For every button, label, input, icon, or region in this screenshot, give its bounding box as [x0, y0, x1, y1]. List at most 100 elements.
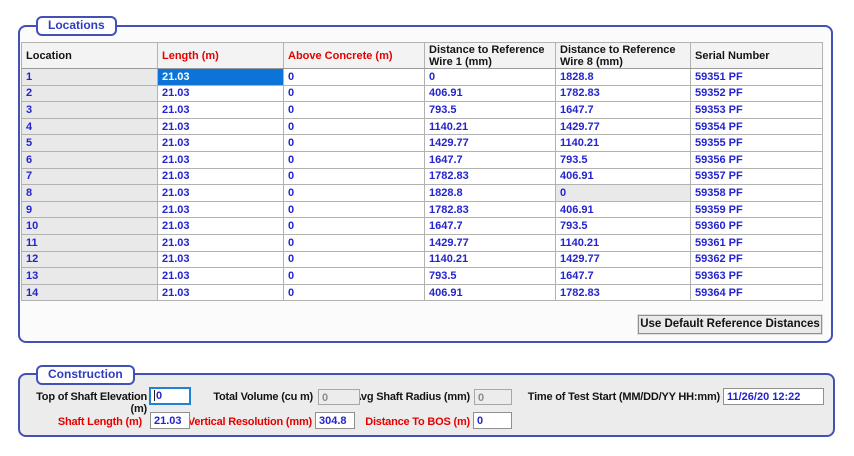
row-label-cell[interactable]: 10	[21, 217, 158, 235]
table-cell[interactable]: 1647.7	[424, 217, 556, 235]
table-cell[interactable]: 406.91	[555, 167, 691, 186]
row-label-cell[interactable]: 2	[21, 84, 158, 103]
table-cell[interactable]: 0	[283, 150, 425, 169]
table-cell[interactable]: 59362 PF	[690, 250, 823, 269]
top-of-shaft-elevation-input[interactable]: 0	[149, 387, 191, 405]
table-cell[interactable]: 1782.83	[555, 84, 691, 103]
use-default-reference-distances-button[interactable]: Use Default Reference Distances	[637, 314, 823, 335]
table-cell[interactable]: 59358 PF	[690, 184, 823, 202]
row-label-cell[interactable]: 6	[21, 150, 158, 169]
table-cell[interactable]: 59359 PF	[690, 200, 823, 219]
table-cell[interactable]: 793.5	[555, 150, 691, 169]
table-cell[interactable]: 21.03	[157, 200, 284, 219]
top-of-shaft-elevation-label: Top of Shaft Elevation (m)	[36, 391, 147, 415]
table-cell[interactable]: 1647.7	[555, 101, 691, 119]
table-cell[interactable]: 1828.8	[555, 68, 691, 86]
table-cell[interactable]: 0	[283, 134, 425, 152]
table-row: 6 21.03 0 1647.7 793.5 59356 PF	[21, 150, 823, 169]
table-cell[interactable]: 0	[283, 184, 425, 202]
table-cell[interactable]: 59355 PF	[690, 134, 823, 152]
table-cell[interactable]: 59351 PF	[690, 68, 823, 86]
row-label-cell[interactable]: 5	[21, 134, 158, 152]
table-cell[interactable]: 1140.21	[424, 250, 556, 269]
row-label-cell[interactable]: 12	[21, 250, 158, 269]
table-cell[interactable]: 21.03	[157, 267, 284, 285]
table-cell[interactable]: 59354 PF	[690, 117, 823, 136]
construction-group-title: Construction	[36, 365, 135, 385]
table-cell[interactable]: 1782.83	[424, 200, 556, 219]
table-cell[interactable]: 1140.21	[424, 117, 556, 136]
table-cell[interactable]: 59360 PF	[690, 217, 823, 235]
table-cell[interactable]: 1140.21	[555, 134, 691, 152]
table-cell[interactable]: 21.03	[157, 101, 284, 119]
table-cell[interactable]: 59352 PF	[690, 84, 823, 103]
distance-to-bos-label: Distance To BOS (m)	[365, 416, 470, 428]
table-cell[interactable]: 1782.83	[555, 283, 691, 302]
table-cell[interactable]: 0	[283, 167, 425, 186]
table-cell[interactable]: 59353 PF	[690, 101, 823, 119]
table-cell[interactable]: 21.03	[157, 84, 284, 103]
table-cell[interactable]: 59363 PF	[690, 267, 823, 285]
table-cell[interactable]: 1429.77	[555, 117, 691, 136]
table-cell[interactable]: 0	[283, 84, 425, 103]
table-cell[interactable]: 21.03	[157, 117, 284, 136]
vertical-resolution-label: Vertical Resolution (mm)	[187, 416, 312, 428]
table-cell[interactable]: 21.03	[157, 68, 284, 86]
table-cell[interactable]: 21.03	[157, 217, 284, 235]
row-label-cell[interactable]: 4	[21, 117, 158, 136]
row-label-cell[interactable]: 14	[21, 283, 158, 302]
table-cell[interactable]: 59364 PF	[690, 283, 823, 302]
table-cell[interactable]: 0	[424, 68, 556, 86]
table-cell[interactable]: 406.91	[424, 283, 556, 302]
table-cell[interactable]: 1429.77	[424, 233, 556, 252]
table-cell[interactable]: 1782.83	[424, 167, 556, 186]
table-cell[interactable]: 21.03	[157, 233, 284, 252]
table-cell[interactable]: 21.03	[157, 283, 284, 302]
table-cell[interactable]: 0	[283, 101, 425, 119]
table-cell[interactable]: 793.5	[555, 217, 691, 235]
table-cell[interactable]: 21.03	[157, 250, 284, 269]
table-cell[interactable]: 0	[283, 117, 425, 136]
table-cell[interactable]: 406.91	[555, 200, 691, 219]
table-cell[interactable]: 1429.77	[555, 250, 691, 269]
table-cell[interactable]: 0	[283, 233, 425, 252]
table-row: 3 21.03 0 793.5 1647.7 59353 PF	[21, 101, 823, 119]
row-label-cell[interactable]: 7	[21, 167, 158, 186]
table-cell[interactable]: 1647.7	[555, 267, 691, 285]
row-label-cell[interactable]: 13	[21, 267, 158, 285]
row-label-cell[interactable]: 9	[21, 200, 158, 219]
table-cell[interactable]: 406.91	[424, 84, 556, 103]
table-cell[interactable]: 1429.77	[424, 134, 556, 152]
table-cell[interactable]: 59357 PF	[690, 167, 823, 186]
table-cell[interactable]: 0	[283, 217, 425, 235]
table-cell[interactable]: 59356 PF	[690, 150, 823, 169]
row-label-cell[interactable]: 3	[21, 101, 158, 119]
table-cell[interactable]: 793.5	[424, 101, 556, 119]
table-cell[interactable]: 1828.8	[424, 184, 556, 202]
avg-shaft-radius-input: 0	[474, 389, 512, 405]
time-of-test-start-label: Time of Test Start (MM/DD/YY HH:mm)	[527, 391, 720, 403]
row-label-cell[interactable]: 8	[21, 184, 158, 202]
table-cell[interactable]: 1647.7	[424, 150, 556, 169]
row-label-cell[interactable]: 11	[21, 233, 158, 252]
vertical-resolution-input[interactable]: 304.8	[315, 412, 355, 429]
row-label-cell[interactable]: 1	[21, 68, 158, 86]
table-cell[interactable]: 21.03	[157, 150, 284, 169]
shaft-length-input[interactable]: 21.03	[150, 412, 190, 429]
table-cell[interactable]: 0	[283, 267, 425, 285]
table-cell[interactable]: 59361 PF	[690, 233, 823, 252]
table-cell[interactable]: 1140.21	[555, 233, 691, 252]
table-cell[interactable]: 0	[283, 283, 425, 302]
table-cell[interactable]: 0	[283, 250, 425, 269]
table-cell[interactable]: 0	[555, 184, 691, 202]
time-of-test-start-input[interactable]: 11/26/20 12:22	[723, 388, 824, 405]
table-cell[interactable]: 21.03	[157, 167, 284, 186]
table-cell[interactable]: 793.5	[424, 267, 556, 285]
table-cell[interactable]: 21.03	[157, 184, 284, 202]
table-row: 1 21.03 0 0 1828.8 59351 PF	[21, 68, 823, 86]
distance-to-bos-input[interactable]: 0	[473, 412, 512, 429]
table-cell[interactable]: 0	[283, 200, 425, 219]
table-cell[interactable]: 21.03	[157, 134, 284, 152]
table-cell[interactable]: 0	[283, 68, 425, 86]
